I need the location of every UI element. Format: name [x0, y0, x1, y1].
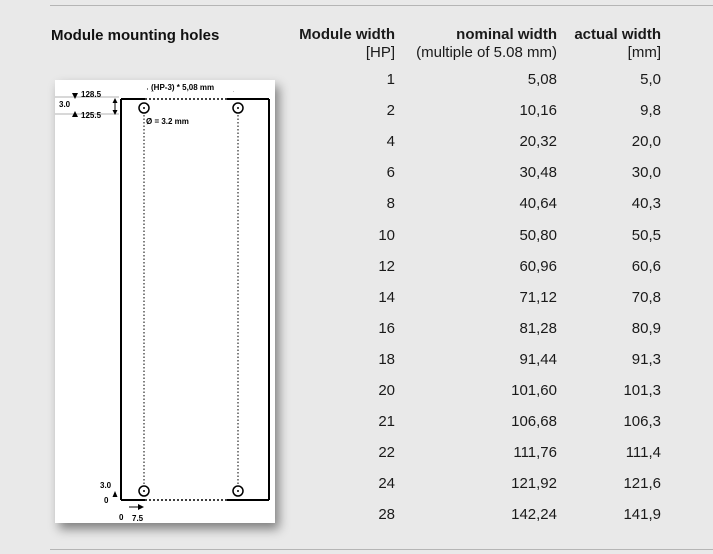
dim-top-gap: 3.0	[59, 100, 71, 109]
dim-125: 125.5	[81, 111, 102, 120]
dim-offset-x: 7.5	[132, 514, 144, 523]
header-nominal-width: nominal width	[456, 26, 557, 43]
cell-nominal: 91,44	[519, 350, 557, 368]
cell-nominal: 5,08	[527, 71, 557, 89]
table-row: 20 101,60 101,3	[285, 375, 661, 406]
cell-nominal: 142,24	[511, 506, 557, 524]
unit-actual: [mm]	[627, 44, 661, 61]
dim-origin-y: 0	[104, 496, 109, 505]
cell-hp: 24	[378, 475, 395, 493]
bottom-divider	[50, 549, 713, 550]
dim-origin-x: 0	[119, 513, 124, 522]
cell-actual: 111,4	[625, 444, 661, 462]
cell-nominal: 71,12	[519, 288, 557, 306]
cell-actual: 30,0	[631, 164, 661, 182]
cell-actual: 20,0	[631, 133, 661, 151]
cell-nominal: 20,32	[519, 133, 557, 151]
table-row: 21 106,68 106,3	[285, 406, 661, 437]
spacing-label: (HP-3) * 5,08 mm	[151, 83, 214, 92]
dim-arrow-up-icon	[72, 111, 78, 117]
table-row: 4 20,32 20,0	[285, 126, 661, 157]
cell-hp: 18	[378, 350, 395, 368]
cell-hp: 8	[386, 195, 395, 213]
cell-hp: 28	[378, 506, 395, 524]
cell-nominal: 50,80	[519, 226, 557, 244]
table-row: 28 142,24 141,9	[285, 499, 661, 530]
offset-arrow-icon	[138, 504, 144, 510]
cell-actual: 91,3	[631, 350, 661, 368]
cell-hp: 16	[378, 319, 395, 337]
table-row: 6 30,48 30,0	[285, 157, 661, 188]
cell-hp: 22	[378, 444, 395, 462]
section-title: Module mounting holes	[51, 27, 220, 44]
cell-hp: 4	[386, 133, 395, 151]
table-row: 18 91,44 91,3	[285, 344, 661, 375]
cell-hp: 6	[386, 164, 395, 182]
module-width-table: Module width nominal width actual width …	[285, 26, 661, 530]
cell-nominal: 60,96	[519, 257, 557, 275]
table-row: 12 60,96 60,6	[285, 251, 661, 282]
cell-actual: 5,0	[640, 71, 661, 89]
cell-hp: 2	[386, 102, 395, 120]
cell-nominal: 121,92	[511, 475, 557, 493]
table-row: 24 121,92 121,6	[285, 468, 661, 499]
cell-actual: 141,9	[623, 506, 661, 524]
cell-actual: 50,5	[631, 226, 661, 244]
cell-nominal: 30,48	[519, 164, 557, 182]
cell-hp: 1	[386, 71, 395, 89]
cell-actual: 106,3	[623, 413, 661, 431]
unit-nominal: (multiple of 5.08 mm)	[416, 44, 557, 61]
mounting-diagram: (HP-3) * 5,08 mm 128.5 3.0 125.5 Ø = 3.2…	[55, 80, 275, 523]
table-units-row: [HP] (multiple of 5.08 mm) [mm]	[285, 44, 661, 64]
cell-actual: 80,9	[631, 319, 661, 337]
cell-nominal: 81,28	[519, 319, 557, 337]
cell-actual: 121,6	[623, 475, 661, 493]
cell-actual: 40,3	[631, 195, 661, 213]
cell-hp: 10	[378, 226, 395, 244]
table-row: 22 111,76 111,4	[285, 437, 661, 468]
cell-nominal: 10,16	[519, 102, 557, 120]
dim-arrow-down-icon	[72, 93, 78, 99]
table-row: 1 5,08 5,0	[285, 64, 661, 95]
dim-128: 128.5	[81, 90, 102, 99]
table-row: 2 10,16 9,8	[285, 95, 661, 126]
hole-diameter-label: Ø = 3.2 mm	[146, 117, 189, 126]
unit-hp: [HP]	[365, 44, 395, 61]
mounting-diagram-svg: (HP-3) * 5,08 mm 128.5 3.0 125.5 Ø = 3.2…	[55, 82, 270, 523]
cell-nominal: 101,60	[511, 381, 557, 399]
table-row: 10 50,80 50,5	[285, 219, 661, 250]
table-row: 8 40,64 40,3	[285, 188, 661, 219]
dim-bottom-gap: 3.0	[100, 481, 112, 490]
cell-nominal: 40,64	[519, 195, 557, 213]
cell-nominal: 111,76	[513, 444, 557, 462]
cell-hp: 21	[378, 413, 395, 431]
cell-nominal: 106,68	[511, 413, 557, 431]
table-row: 14 71,12 70,8	[285, 282, 661, 313]
cell-actual: 101,3	[623, 381, 661, 399]
table-row: 16 81,28 80,9	[285, 313, 661, 344]
cell-actual: 9,8	[640, 102, 661, 120]
table-header-row: Module width nominal width actual width	[285, 26, 661, 44]
header-module-width: Module width	[299, 26, 395, 43]
bottom-gap-arrow-icon	[112, 491, 118, 497]
header-actual-width: actual width	[574, 26, 661, 43]
top-divider	[50, 5, 713, 6]
cell-actual: 60,6	[631, 257, 661, 275]
cell-actual: 70,8	[631, 288, 661, 306]
cell-hp: 14	[378, 288, 395, 306]
cell-hp: 12	[378, 257, 395, 275]
cell-hp: 20	[378, 381, 395, 399]
